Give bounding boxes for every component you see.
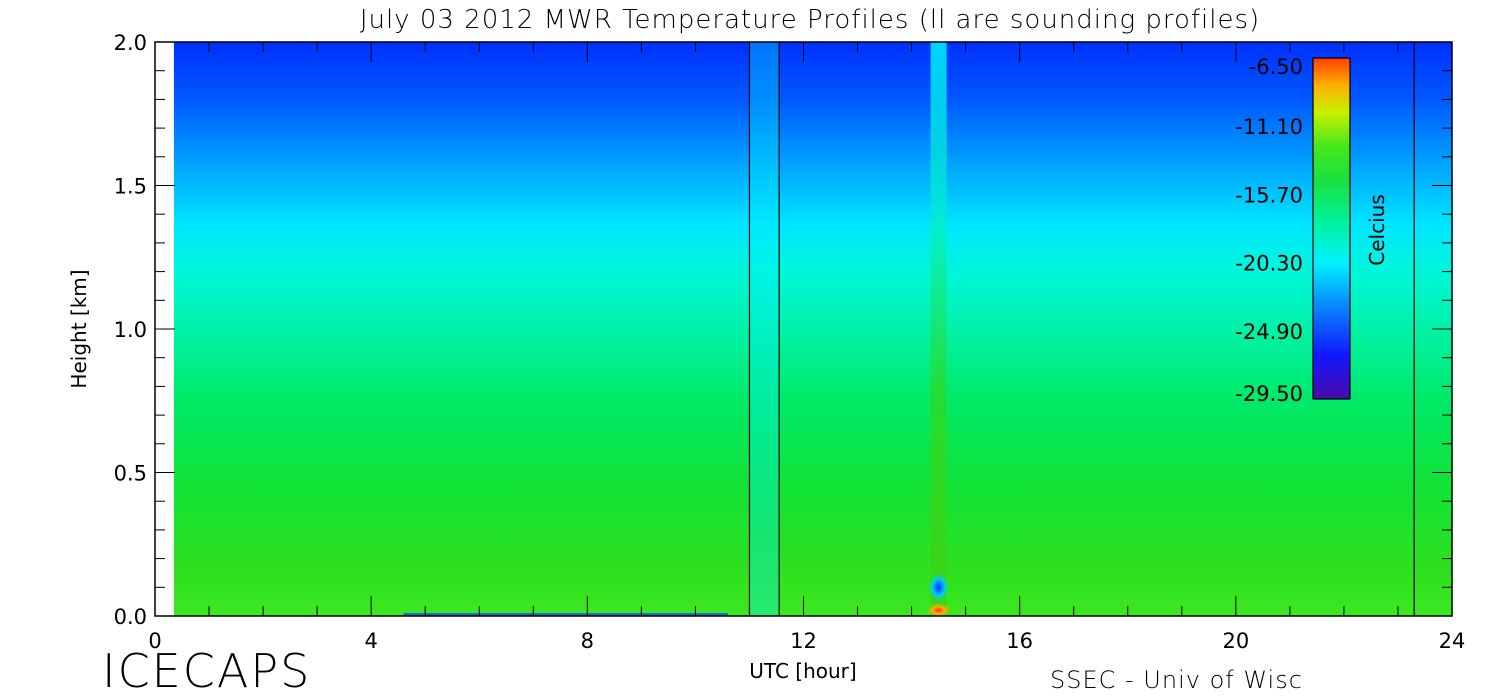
colorbar: -6.50 -11.10 -15.70 -20.30 -24.90 -29.50 Celc…: [1235, 55, 1389, 406]
x-tick-label: 20: [1222, 629, 1249, 653]
y-axis: 0.0 0.5 1.0 1.5 2.0: [114, 31, 1452, 629]
heatmap-field: [173, 42, 1452, 616]
surface-cold-band: [403, 613, 728, 616]
x-tick-label: 4: [364, 629, 377, 653]
warm-column-feature: [930, 42, 947, 616]
colorbar-tick-label: -24.90: [1235, 320, 1303, 344]
x-tick-label: 24: [1439, 629, 1466, 653]
x-tick-label: 8: [581, 629, 594, 653]
colorbar-ticks: -6.50 -11.10 -15.70 -20.30 -24.90 -29.50: [1235, 55, 1303, 406]
colorbar-tick-label: -11.10: [1235, 115, 1303, 139]
icecaps-logo-text: ICECAPS: [102, 644, 312, 698]
y-tick-label: 2.0: [114, 31, 147, 55]
temperature-field: [173, 42, 1452, 616]
colorbar-tick-label: -15.70: [1235, 183, 1303, 207]
x-tick-label: 0: [148, 629, 161, 653]
y-tick-label: 1.5: [114, 175, 147, 199]
hot-spot-feature: [924, 602, 953, 616]
y-tick-label: 0.5: [114, 462, 147, 486]
colorbar-ramp: [1312, 57, 1351, 400]
x-tick-label: 12: [790, 629, 817, 653]
sounding-gap: [749, 42, 780, 616]
y-tick-label: 1.0: [114, 318, 147, 342]
colorbar-tick-label: -6.50: [1249, 55, 1303, 79]
colorbar-tick-label: -20.30: [1235, 252, 1303, 276]
chart-title: July 03 2012 MWR Temperature Profiles (l…: [360, 5, 1260, 35]
x-tick-label: 16: [1006, 629, 1033, 653]
x-axis-label: UTC [hour]: [749, 659, 856, 683]
ssec-credit: SSEC - Univ of Wisc: [1050, 666, 1303, 694]
colorbar-tick-label: -29.50: [1235, 382, 1303, 406]
colorbar-label: Celcius: [1365, 194, 1389, 265]
cold-spot-feature: [928, 573, 949, 602]
y-tick-label: 0.0: [114, 605, 147, 629]
y-axis-label: Height [km]: [67, 269, 91, 388]
x-axis: 0 4 8 12 16 20 24: [148, 42, 1465, 653]
sounding-markers: [748, 42, 1415, 616]
